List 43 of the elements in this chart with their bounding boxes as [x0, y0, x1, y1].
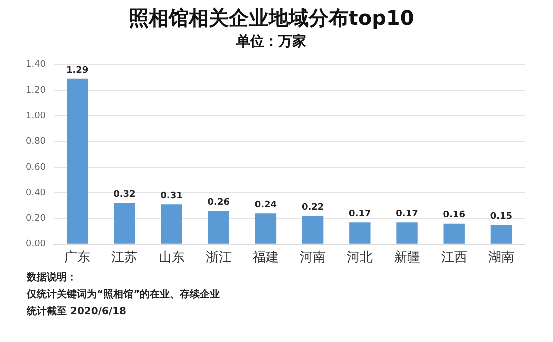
chart-title: 照相馆相关企业地域分布top10 [128, 6, 414, 30]
data-label: 0.17 [396, 209, 418, 220]
bar [490, 225, 512, 244]
chart-subtitle: 单位：万家 [236, 33, 306, 50]
bar [302, 216, 324, 244]
bar [350, 222, 371, 244]
data-label: 0.15 [490, 212, 513, 222]
x-tick-label: 湖南 [488, 250, 514, 266]
x-tick-label: 江苏 [112, 250, 138, 266]
data-label: 0.16 [443, 210, 466, 221]
x-tick-label: 河北 [347, 250, 374, 266]
y-tick-label: 0.00 [26, 240, 46, 250]
x-tick-label: 江西 [441, 250, 468, 266]
x-tick-label: 河南 [300, 250, 326, 266]
y-tick-label: 0.80 [26, 137, 46, 148]
x-tick-label: 福建 [252, 250, 279, 266]
bar [396, 222, 418, 244]
text: 统计截至 2020/6/18 [26, 306, 127, 318]
y-tick-label: 0.20 [26, 214, 46, 224]
y-tick-label: 1.40 [26, 60, 46, 70]
y-tick-label: 1.00 [26, 111, 46, 122]
bar [208, 211, 230, 244]
y-tick-label: 1.20 [26, 86, 46, 96]
data-label: 0.32 [114, 190, 136, 200]
x-tick-label: 山东 [158, 250, 185, 266]
bar [114, 203, 136, 244]
data-label: 0.17 [349, 209, 372, 220]
data-label: 0.24 [254, 200, 278, 210]
text: 仅统计关键词为“照相馆”的在业、存续企业 [26, 288, 220, 301]
data-label: 0.26 [208, 198, 230, 208]
text: 数据说明： [26, 272, 77, 284]
x-tick-label: 新疆 [394, 250, 420, 266]
x-tick-label: 广东 [64, 250, 91, 266]
x-tick-label: 浙江 [206, 250, 232, 266]
data-label: 1.29 [66, 66, 89, 76]
bar [255, 214, 277, 244]
y-tick-label: 0.40 [26, 188, 46, 198]
bar [161, 204, 182, 244]
y-tick-label: 0.60 [26, 162, 46, 173]
data-label: 0.31 [160, 191, 183, 202]
bar [66, 78, 88, 244]
data-label: 0.22 [302, 203, 324, 214]
bar [444, 224, 465, 244]
